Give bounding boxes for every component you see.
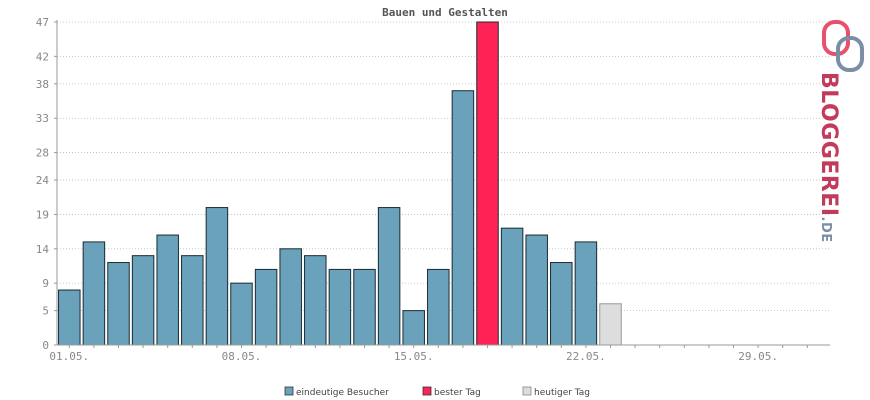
y-tick-label-0: 0 [42,339,49,352]
logo-suffix: .DE [818,217,833,243]
y-tick-label-4: 19 [36,208,49,221]
bar-day-14 [377,207,401,346]
legend: eindeutige Besucher bester Tag heutiger … [284,386,590,398]
bar-day-23 [599,303,622,346]
y-tick-label-2: 9 [42,277,49,290]
bar-day-20 [525,234,548,346]
y-tick-label-1: 5 [42,305,49,318]
bar-day-1 [58,289,81,346]
logo-chain-icon [822,20,864,72]
bar-day-17 [451,90,475,346]
legend-swatch-best-day [422,386,432,396]
legend-item-best-day: bester Tag [422,386,481,398]
x-tick-label-3: 22.05. [566,350,606,363]
legend-label-today: heutiger Tag [534,388,590,398]
x-tick-label-1: 08.05. [222,350,262,363]
y-tick-label-6: 28 [36,147,49,160]
legend-swatch-visitors [284,386,294,396]
y-tick-label-7: 33 [36,112,49,125]
y-tick-label-3: 14 [36,243,50,256]
bar-day-13 [353,268,376,346]
bar-day-9 [254,268,278,346]
y-tick-label-9: 42 [36,50,49,63]
y-tick-label-10: 47 [36,16,49,29]
bar-day-2 [82,241,106,346]
bar-day-6 [181,255,204,346]
bar-day-22 [574,241,598,346]
y-tick-label-5: 24 [36,174,50,187]
y-tick-label-8: 38 [36,78,49,91]
chart-title: Bauen und Gestalten [382,6,508,19]
x-tick-label-2: 15.05. [394,350,434,363]
bar-day-21 [550,262,573,346]
svg-text:BLOGGEREI.DE: BLOGGEREI.DE [816,72,841,243]
x-tick-label-4: 29.05. [738,350,778,363]
bar-day-16 [427,268,450,346]
bar-day-19 [500,227,524,346]
bar-day-15 [402,310,425,346]
legend-label-best-day: bester Tag [434,388,481,398]
bar-day-4 [131,255,155,346]
bar-day-8 [230,282,253,346]
bar-day-18 [476,21,499,346]
bar-day-3 [107,262,130,346]
x-axis-ticks: 01.05. 08.05. 15.05. 22.05. 29.05. [49,345,808,363]
bar-day-10 [279,248,302,346]
legend-swatch-today [522,386,532,396]
legend-item-today: heutiger Tag [522,386,590,398]
bar-day-7 [205,207,229,346]
logo-text: BLOGGEREI [816,72,841,217]
x-tick-label-0: 01.05. [49,350,89,363]
bar-day-5 [156,234,179,346]
legend-item-visitors: eindeutige Besucher [284,386,389,398]
bar-day-12 [328,268,352,346]
y-axis-ticks: 0 5 9 14 19 24 28 33 38 42 47 [36,16,57,352]
legend-label-visitors: eindeutige Besucher [296,388,389,398]
axes [54,20,830,346]
bar-day-11 [304,255,327,346]
bars [58,21,622,346]
bloggerei-logo: BLOGGEREI.DE [816,20,864,243]
